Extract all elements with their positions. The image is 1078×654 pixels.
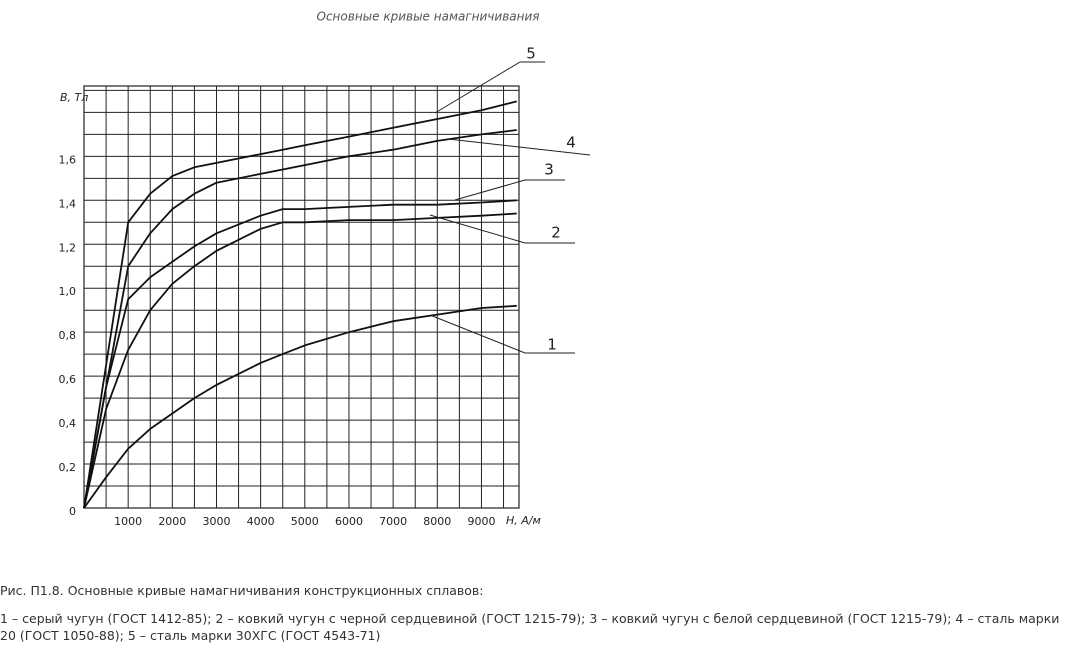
y-tick-label: 0,2 bbox=[59, 461, 77, 474]
y-tick-label: 1,6 bbox=[59, 153, 77, 166]
description: 1 – серый чугун (ГОСТ 1412-85); 2 – ковк… bbox=[0, 611, 1060, 643]
legend-label: 3 bbox=[544, 161, 554, 179]
x-axis-label: H, А/м bbox=[506, 514, 541, 527]
y-tick-label: 1,0 bbox=[59, 285, 77, 298]
y-tick-label: 0 bbox=[69, 505, 76, 518]
x-tick-label: 8000 bbox=[423, 515, 451, 528]
x-tick-label: 7000 bbox=[379, 515, 407, 528]
y-tick-label: 0,4 bbox=[59, 417, 77, 430]
legend-label: 4 bbox=[566, 134, 576, 152]
x-tick-label: 3000 bbox=[202, 515, 230, 528]
curve bbox=[83, 212, 517, 509]
y-axis-label: B, Тл bbox=[60, 91, 88, 104]
x-tick-label: 5000 bbox=[291, 515, 319, 528]
y-tick-label: 0,6 bbox=[59, 373, 77, 386]
legend-label: 2 bbox=[551, 224, 561, 242]
leader-line bbox=[429, 214, 575, 244]
chart: Основные кривые намагничивания B, Тл H, … bbox=[59, 10, 591, 528]
curve bbox=[83, 304, 517, 509]
leader-line bbox=[447, 138, 591, 156]
plot-frame bbox=[83, 85, 520, 509]
x-tick-label: 9000 bbox=[467, 515, 495, 528]
x-tick-label: 4000 bbox=[247, 515, 275, 528]
curve bbox=[83, 129, 517, 509]
y-tick-label: 1,4 bbox=[59, 197, 77, 210]
legend-label: 5 bbox=[526, 45, 536, 63]
caption: Рис. П1.8. Основные кривые намагничивани… bbox=[0, 583, 484, 598]
curve bbox=[83, 100, 518, 509]
leader-line bbox=[429, 314, 575, 354]
y-tick-label: 1,2 bbox=[59, 241, 77, 254]
leader-line bbox=[434, 61, 545, 114]
y-tick-label: 0,8 bbox=[59, 329, 77, 342]
x-tick-label: 6000 bbox=[335, 515, 363, 528]
x-tick-label: 2000 bbox=[158, 515, 186, 528]
x-tick-label: 1000 bbox=[114, 515, 142, 528]
leader-line bbox=[454, 179, 565, 201]
legend-label: 1 bbox=[547, 336, 557, 354]
chart-title: Основные кривые намагничивания bbox=[317, 10, 540, 24]
curve bbox=[83, 199, 517, 509]
